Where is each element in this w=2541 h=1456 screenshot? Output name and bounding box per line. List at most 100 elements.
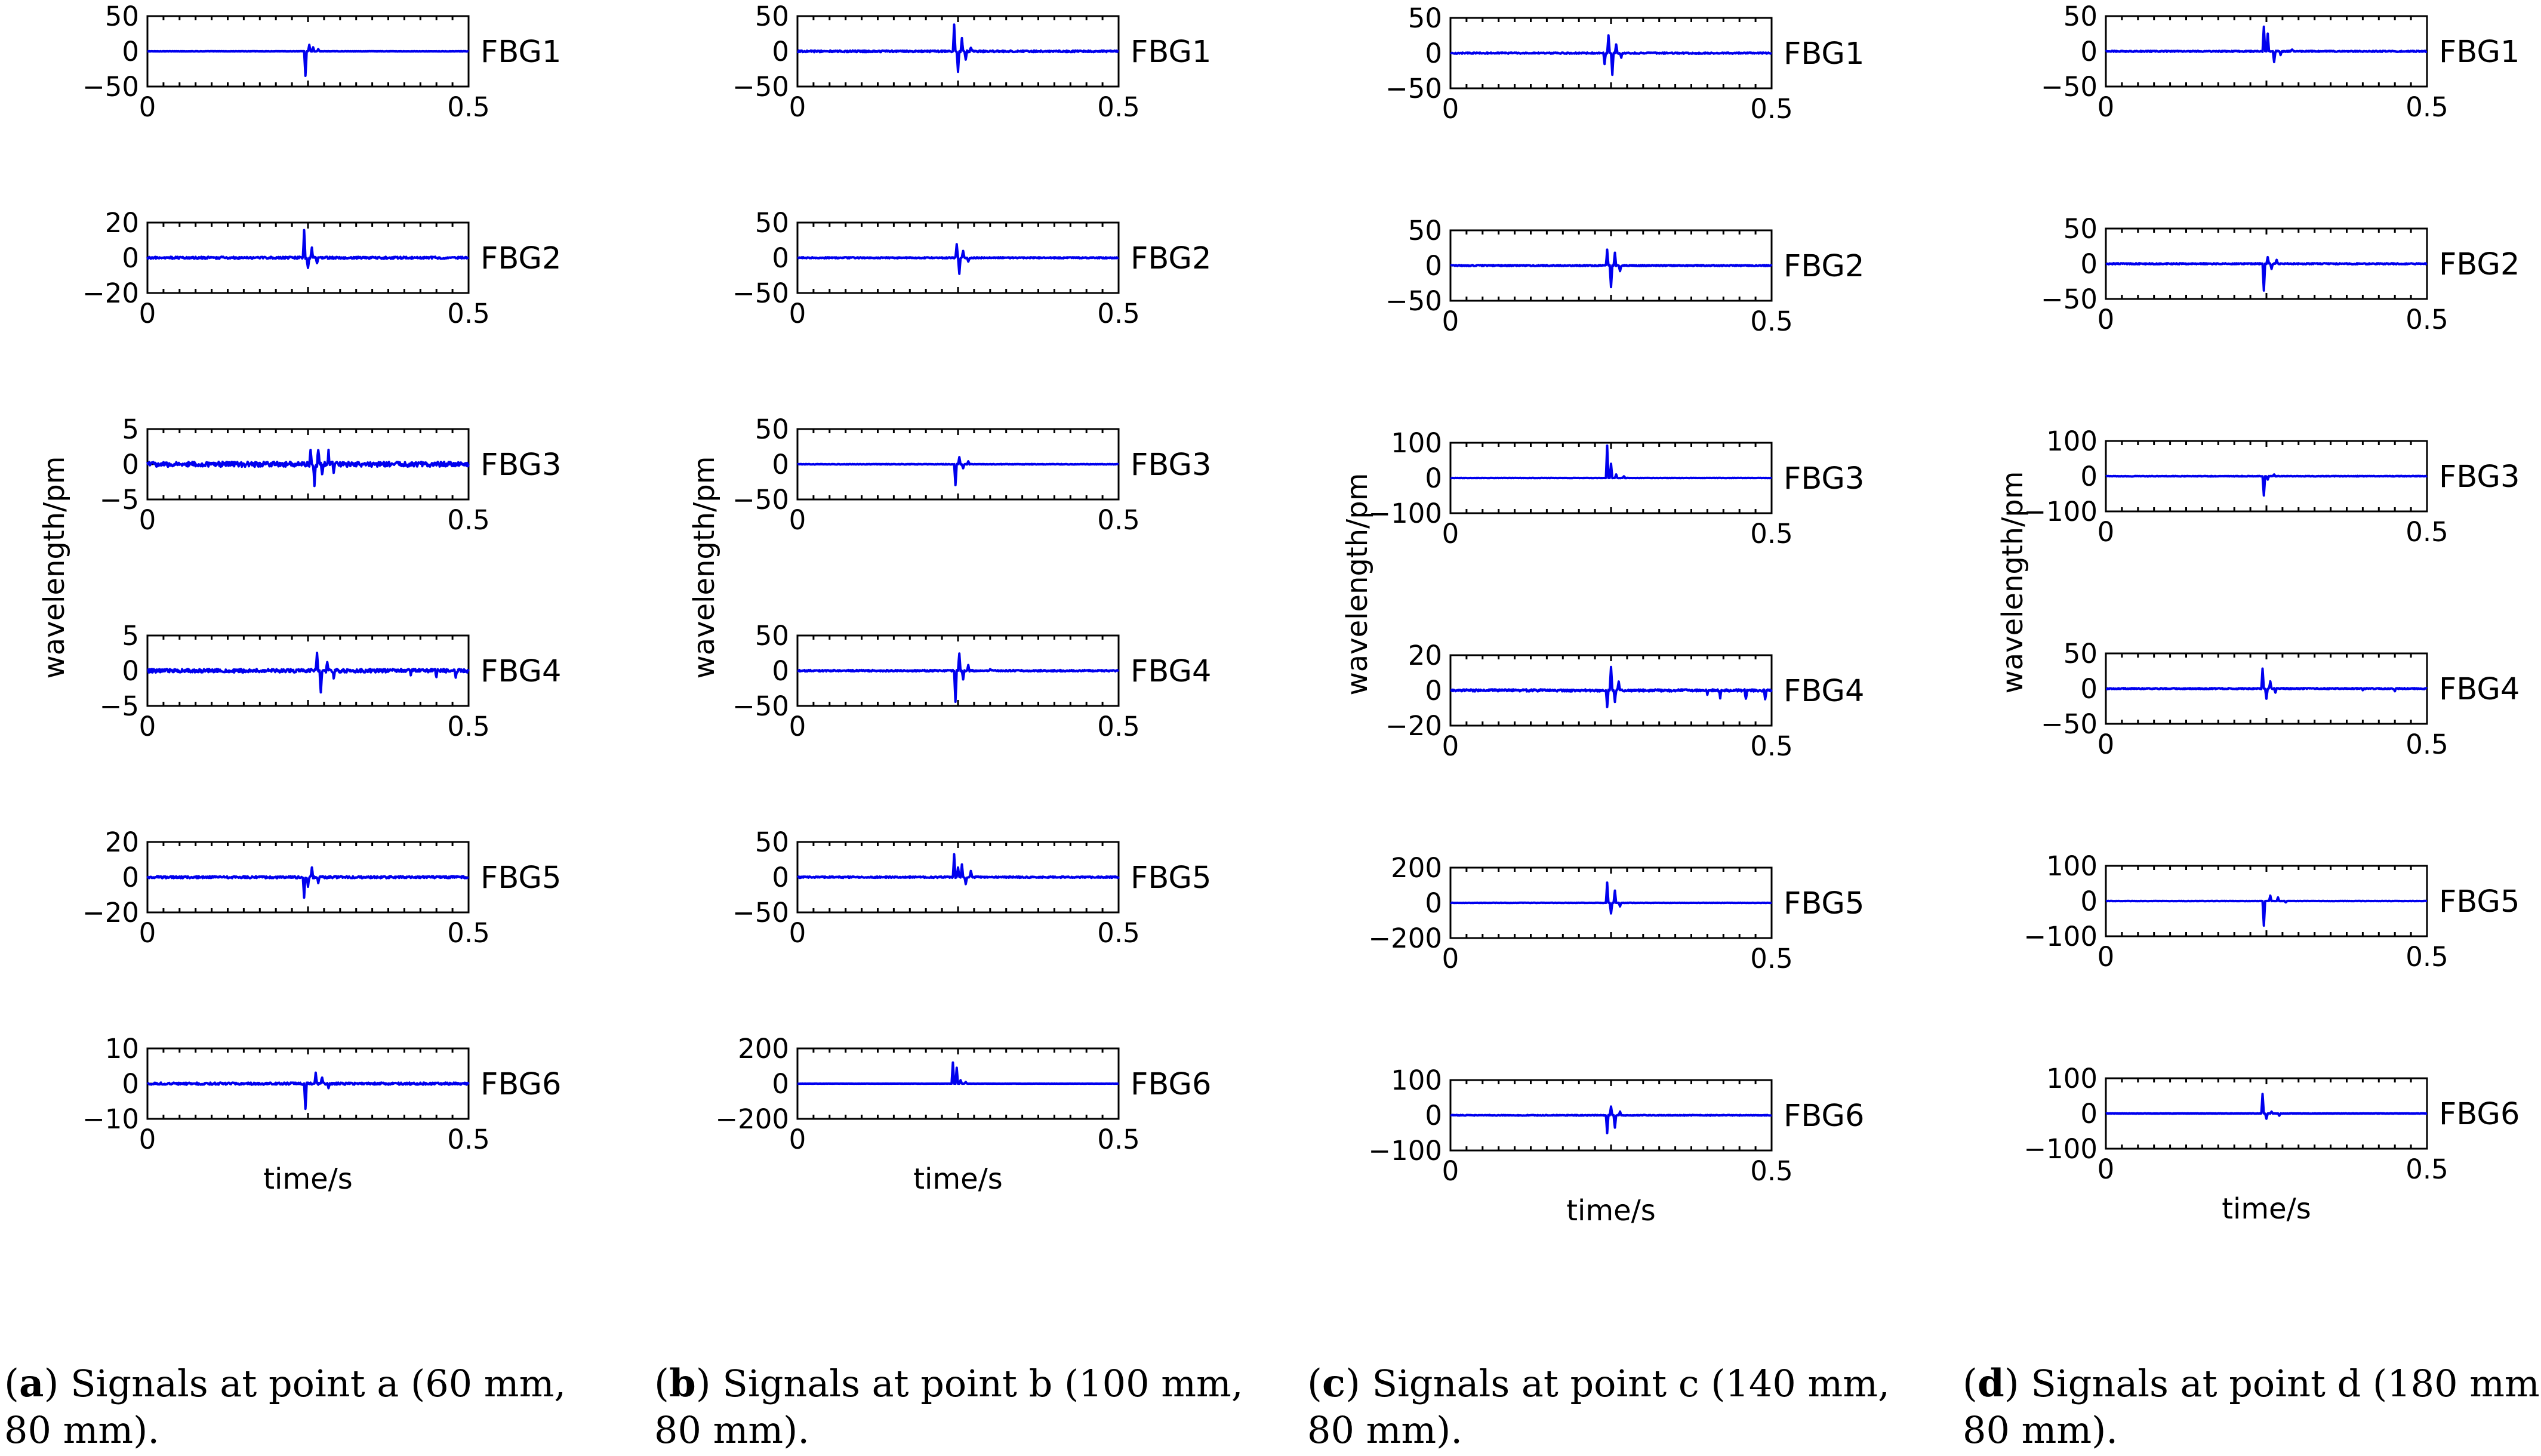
- caption-line-2: 80 mm).: [1963, 1408, 2118, 1452]
- y-tick-label: 20: [1408, 640, 1442, 671]
- x-tick-label: 0.5: [447, 1124, 490, 1155]
- signal-line-fbg6: [1450, 1105, 1772, 1134]
- y-tick-label: −50: [1385, 285, 1442, 317]
- x-tick-label: 0: [2098, 304, 2115, 335]
- y-tick-label: 200: [1391, 852, 1442, 884]
- y-tick-label: 0: [122, 862, 139, 893]
- panel-caption: (b) Signals at point b (100 mm,80 mm).: [654, 1361, 1243, 1452]
- y-tick-label: 0: [122, 1068, 139, 1100]
- x-tick-label: 0: [2098, 729, 2115, 760]
- caption-line-2: 80 mm).: [4, 1408, 159, 1452]
- y-tick-label: 50: [2063, 1, 2098, 32]
- y-tick-label: 0: [2080, 886, 2098, 917]
- y-tick-label: 50: [755, 414, 789, 445]
- y-tick-label: 0: [772, 862, 789, 893]
- series-label-fbg1: FBG1: [1131, 35, 1211, 70]
- y-tick-label: −50: [732, 277, 789, 309]
- signal-line-fbg1: [2105, 25, 2428, 63]
- caption-line-1: (b) Signals at point b (100 mm,: [654, 1361, 1243, 1406]
- y-tick-label: 50: [105, 1, 139, 32]
- x-tick-label: 0.5: [1097, 504, 1140, 536]
- x-tick-label: 0: [1442, 1155, 1459, 1187]
- x-tick-label: 0.5: [1750, 1155, 1793, 1187]
- panel-caption: (c) Signals at point c (140 mm,80 mm).: [1307, 1361, 1890, 1452]
- x-tick-label: 0: [789, 1124, 806, 1155]
- x-tick-label: 0.5: [1750, 730, 1793, 762]
- y-tick-label: −50: [2041, 71, 2098, 103]
- x-tick-label: 0: [139, 91, 156, 123]
- signal-line-fbg3: [146, 448, 470, 488]
- x-tick-label: 0: [1442, 730, 1459, 762]
- y-tick-label: −50: [2041, 283, 2098, 315]
- caption-line-1: (c) Signals at point c (140 mm,: [1307, 1361, 1890, 1406]
- signal-line-fbg4: [2105, 667, 2428, 700]
- signal-line-fbg3: [797, 456, 1119, 486]
- x-tick-label: 0.5: [2406, 91, 2448, 123]
- series-label-fbg2: FBG2: [1784, 249, 1864, 284]
- signal-line-fbg4: [1450, 665, 1773, 708]
- y-tick-label: 0: [2080, 1098, 2098, 1130]
- y-tick-label: 10: [105, 1033, 139, 1065]
- x-tick-label: 0.5: [1097, 298, 1140, 329]
- y-tick-label: 100: [2046, 850, 2098, 882]
- x-axis-title: time/s: [2222, 1192, 2311, 1226]
- x-tick-label: 0.5: [2406, 516, 2448, 548]
- y-tick-label: −50: [82, 71, 139, 103]
- x-tick-label: 0.5: [2406, 941, 2448, 973]
- y-tick-label: 20: [105, 207, 139, 239]
- y-tick-label: 0: [1425, 1100, 1442, 1131]
- y-axis-title: wavelength/pm: [38, 456, 71, 678]
- x-tick-label: 0.5: [447, 504, 490, 536]
- y-tick-label: −100: [2023, 1133, 2098, 1165]
- y-tick-label: 20: [105, 826, 139, 858]
- x-tick-label: 0: [1442, 306, 1459, 337]
- x-tick-label: 0.5: [447, 917, 490, 949]
- y-tick-label: 100: [2046, 1063, 2098, 1094]
- x-tick-label: 0: [139, 298, 156, 329]
- series-label-fbg1: FBG1: [481, 35, 561, 70]
- signal-line-fbg5: [1450, 881, 1772, 915]
- y-tick-label: 50: [755, 826, 789, 858]
- series-label-fbg5: FBG5: [481, 860, 561, 896]
- x-tick-label: 0.5: [1097, 711, 1140, 742]
- y-tick-label: −100: [1368, 498, 1442, 529]
- y-tick-label: 100: [1391, 427, 1442, 459]
- series-label-fbg2: FBG2: [1131, 241, 1211, 276]
- x-tick-label: 0: [139, 917, 156, 949]
- y-tick-label: 0: [2080, 248, 2098, 280]
- x-tick-label: 0.5: [447, 298, 490, 329]
- y-tick-label: −200: [715, 1103, 789, 1135]
- y-tick-label: 100: [1391, 1065, 1442, 1096]
- x-tick-label: 0: [1442, 518, 1459, 550]
- y-tick-label: 50: [755, 1, 789, 32]
- y-tick-label: 100: [2046, 425, 2098, 457]
- x-tick-label: 0: [789, 298, 806, 329]
- x-tick-label: 0: [139, 504, 156, 536]
- y-tick-label: 0: [122, 655, 139, 687]
- y-tick-label: 50: [2063, 213, 2098, 245]
- signal-line-fbg2: [2105, 255, 2428, 292]
- x-tick-label: 0.5: [1750, 93, 1793, 125]
- x-tick-label: 0: [2098, 91, 2115, 123]
- x-tick-label: 0: [139, 711, 156, 742]
- x-tick-label: 0.5: [447, 91, 490, 123]
- series-label-fbg6: FBG6: [2439, 1097, 2520, 1132]
- signal-line-fbg1: [147, 44, 469, 77]
- signal-line-fbg5: [796, 853, 1120, 886]
- y-tick-label: 0: [772, 36, 789, 67]
- signal-line-fbg4: [797, 652, 1120, 703]
